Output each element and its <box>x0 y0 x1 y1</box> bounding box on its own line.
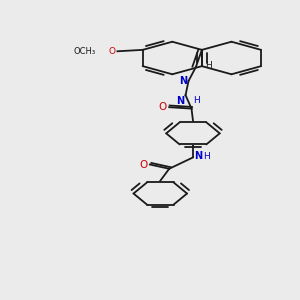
Text: H: H <box>193 96 200 105</box>
Text: O: O <box>109 47 116 56</box>
Text: O: O <box>139 160 148 170</box>
Text: N: N <box>176 96 184 106</box>
Text: H: H <box>205 61 211 70</box>
Text: H: H <box>203 152 210 160</box>
Text: OCH₃: OCH₃ <box>73 47 95 56</box>
Text: N: N <box>179 76 187 86</box>
Text: N: N <box>194 151 202 161</box>
Text: O: O <box>159 102 167 112</box>
